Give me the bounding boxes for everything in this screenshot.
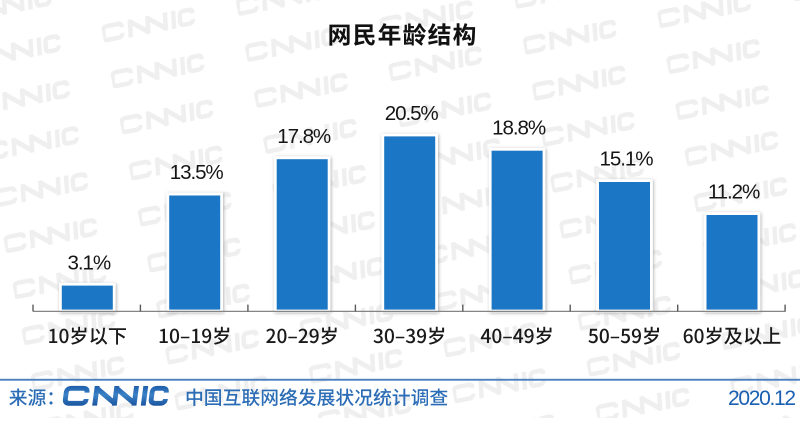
svg-text:2020.12: 2020.12: [728, 387, 795, 410]
svg-text:13.5%: 13.5%: [170, 161, 224, 184]
svg-text:20.5%: 20.5%: [385, 102, 439, 125]
svg-text:3.1%: 3.1%: [68, 251, 111, 274]
svg-text:15.1%: 15.1%: [600, 148, 654, 171]
svg-text:11.2%: 11.2%: [708, 181, 760, 204]
svg-text:17.8%: 17.8%: [277, 125, 331, 148]
svg-text:18.8%: 18.8%: [492, 116, 546, 139]
